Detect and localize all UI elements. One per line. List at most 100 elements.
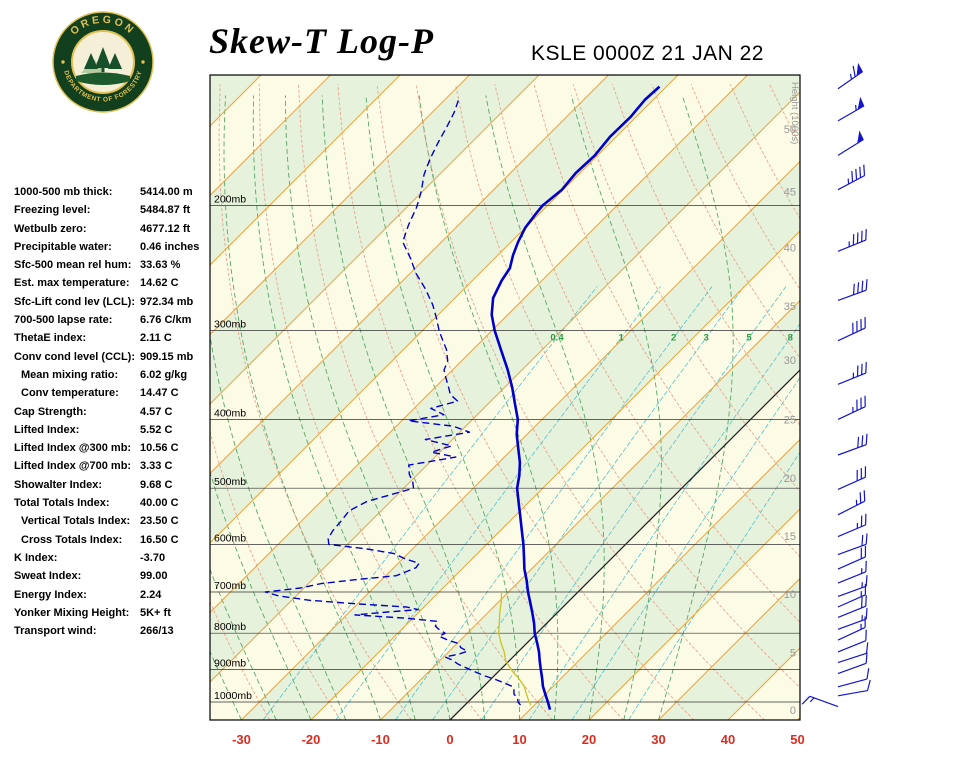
svg-text:40: 40 — [721, 732, 735, 747]
index-label: Energy Index: — [14, 588, 87, 601]
index-value: 4.57 C — [140, 405, 173, 418]
svg-text:10: 10 — [784, 589, 796, 601]
svg-text:0.4: 0.4 — [550, 333, 564, 344]
wet_bulb-trace — [497, 591, 532, 706]
index-value: 9.68 C — [140, 478, 173, 491]
svg-text:25: 25 — [784, 414, 796, 426]
svg-text:1000mb: 1000mb — [214, 690, 252, 702]
index-label: Sfc-500 mean rel hum: — [14, 259, 132, 272]
svg-text:20: 20 — [784, 473, 796, 485]
index-row: 700-500 lapse rate: 6.76 C/km — [14, 311, 212, 329]
wind-barbs — [801, 62, 871, 708]
index-value: -3.70 — [140, 551, 166, 564]
wind-barb — [837, 96, 865, 122]
wind-barb — [837, 608, 868, 630]
page-title: Skew-T Log-P — [209, 21, 434, 61]
index-row: Lifted Index: 5.52 C — [14, 421, 212, 439]
index-row: ThetaE index: 2.11 C — [14, 329, 212, 347]
wind-barb — [837, 433, 868, 456]
index-row: Est. max temperature: 14.62 C — [14, 274, 212, 292]
wind-barb — [837, 652, 868, 675]
index-label: Conv cond level (CCL): — [14, 350, 136, 363]
index-row: Energy Index: 2.24 — [14, 586, 212, 604]
index-value: 10.56 C — [140, 442, 179, 455]
index-label: Cap Strength: — [14, 405, 87, 418]
hill-icon — [76, 72, 130, 85]
index-label: 1000-500 mb thick: — [14, 186, 113, 198]
wind-barb — [837, 642, 869, 664]
index-row: Sfc-Lift cond lev (LCL): 972.34 mb — [14, 293, 212, 311]
pressure-labels: 200mb 300mb 400mb 500mb 600mb 700mb 800mb 900mb… — [214, 194, 252, 703]
wind-barb — [837, 575, 868, 597]
index-label: Lifted Index @300 mb: — [14, 442, 132, 455]
index-row: Precipitable water: 0.46 inches — [14, 238, 212, 256]
mixing-ratio-labels: 0.4 1 2 3 5 8 — [550, 333, 793, 344]
svg-text:800mb: 800mb — [214, 621, 246, 633]
wind-barb — [837, 229, 867, 252]
pressure-lines — [210, 205, 800, 703]
svg-text:50: 50 — [790, 732, 804, 747]
index-label: 700-500 lapse rate: — [14, 314, 113, 327]
odf-logo: OREGON DEPARTMENT OF FORESTRY — [52, 11, 154, 113]
svg-text:30: 30 — [651, 732, 665, 747]
svg-text:45: 45 — [784, 186, 796, 198]
svg-text:5: 5 — [790, 647, 796, 659]
index-label: K Index: — [14, 551, 58, 564]
index-row: 1000-500 mb thick: 5414.00 m — [14, 183, 212, 201]
index-label: Cross Totals Index: — [21, 533, 123, 546]
wind-barb — [837, 616, 866, 641]
index-label: Est. max temperature: — [14, 277, 130, 290]
index-label: ThetaE index: — [14, 332, 87, 345]
wind-barb — [837, 513, 867, 538]
wind-barb — [837, 679, 871, 697]
index-value: 4677.12 ft — [140, 222, 191, 235]
index-value: 5K+ ft — [140, 606, 171, 619]
index-label: Lifted Index: — [14, 423, 80, 436]
svg-text:35: 35 — [784, 301, 796, 313]
index-value: 99.00 — [140, 570, 168, 583]
svg-text:200mb: 200mb — [214, 194, 246, 206]
index-row: Lifted Index @300 mb: 10.56 C — [14, 439, 212, 457]
svg-text:700mb: 700mb — [214, 580, 246, 592]
wind-barb — [837, 545, 867, 570]
wind-barb — [837, 164, 866, 191]
index-value: 16.50 C — [140, 533, 179, 546]
svg-text:8: 8 — [788, 333, 793, 344]
index-row: Wetbulb zero: 4677.12 ft — [14, 220, 212, 238]
svg-text:600mb: 600mb — [214, 532, 246, 544]
index-row: Total Totals Index: 40.00 C — [14, 494, 212, 512]
index-row: Vertical Totals Index: 23.50 C — [14, 512, 212, 530]
index-label: Sfc-Lift cond lev (LCL): — [14, 295, 135, 308]
isotherms — [210, 75, 800, 720]
index-value: 3.33 C — [140, 460, 173, 473]
index-row: Sweat Index: 99.00 — [14, 567, 212, 585]
svg-text:5: 5 — [746, 333, 752, 344]
index-value: 5414.00 m — [140, 186, 193, 198]
wind-barb — [837, 560, 867, 584]
index-label: Showalter Index: — [14, 478, 103, 491]
dewpoint-trace — [264, 99, 522, 706]
wind-barb — [837, 668, 870, 688]
svg-text:20: 20 — [582, 732, 596, 747]
svg-text:1: 1 — [619, 333, 625, 344]
wind-barb — [837, 490, 866, 516]
index-value: 23.50 C — [140, 515, 179, 528]
index-value: 6.02 g/kg — [140, 368, 188, 381]
index-value: 40.00 C — [140, 497, 179, 510]
index-label: Lifted Index @700 mb: — [14, 460, 132, 473]
svg-text:2: 2 — [671, 333, 676, 344]
wind-barb — [837, 279, 868, 301]
height-axis-title: Height (1000s) — [789, 82, 800, 144]
svg-text:15: 15 — [784, 531, 796, 543]
wind-barb — [837, 362, 867, 385]
wind-barb — [837, 130, 864, 156]
svg-text:3: 3 — [704, 333, 709, 344]
svg-text:500mb: 500mb — [214, 476, 246, 488]
svg-text:10: 10 — [512, 732, 526, 747]
index-label: Transport wind: — [14, 625, 97, 638]
wind-barb — [837, 317, 866, 342]
index-label: Total Totals Index: — [14, 497, 110, 510]
svg-text:30: 30 — [784, 355, 796, 367]
